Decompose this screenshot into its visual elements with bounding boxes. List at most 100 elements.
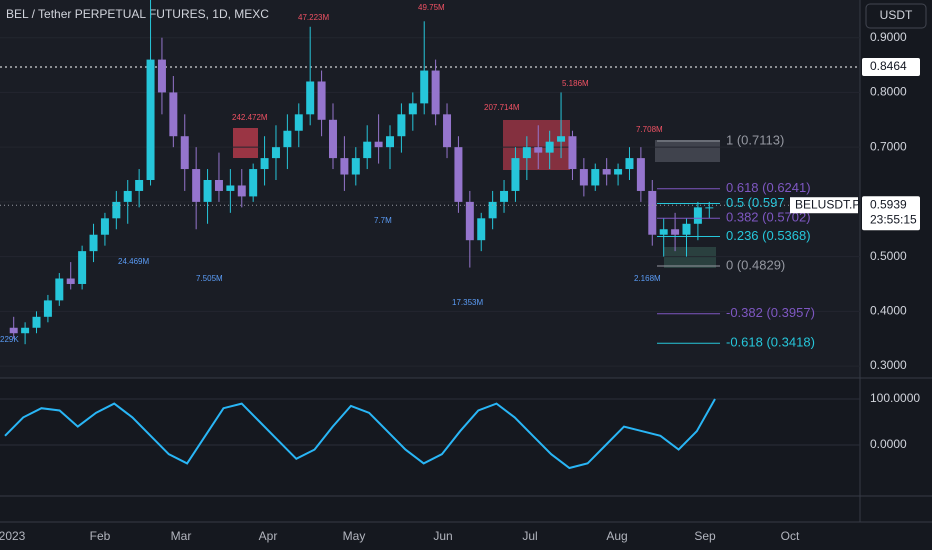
candle-body bbox=[21, 327, 30, 334]
candle-body bbox=[568, 136, 577, 170]
volume-annotation: 229K bbox=[0, 335, 19, 344]
candle-body bbox=[534, 147, 543, 153]
volume-annotation: 5.186M bbox=[562, 79, 589, 88]
candle-body bbox=[693, 207, 702, 224]
volume-annotation: 47.223M bbox=[298, 13, 329, 22]
x-tick-label: Oct bbox=[781, 529, 800, 543]
fib-label: -0.618 (0.3418) bbox=[726, 335, 815, 350]
volume-annotation: 17.353M bbox=[452, 298, 483, 307]
candle-body bbox=[408, 103, 417, 115]
candle-body bbox=[614, 169, 623, 175]
volume-annotation: 242.472M bbox=[232, 113, 268, 122]
candle-body bbox=[443, 114, 452, 148]
candle-body bbox=[294, 114, 303, 131]
candle-body bbox=[329, 119, 337, 159]
currency-button[interactable] bbox=[865, 3, 927, 29]
candle-body bbox=[465, 201, 474, 241]
candle-body bbox=[500, 190, 509, 202]
candle-body bbox=[283, 130, 292, 148]
fib-label: 1 (0.7113) bbox=[726, 132, 784, 147]
candle-body bbox=[157, 59, 166, 93]
volume-annotation: 7.708M bbox=[636, 125, 663, 134]
fib-label: 0.382 (0.5702) bbox=[726, 210, 811, 225]
x-tick-label: Jul bbox=[522, 529, 537, 543]
candle-body bbox=[659, 229, 668, 235]
y-tick-label: 100.0000 bbox=[870, 391, 920, 405]
candle-body bbox=[249, 169, 258, 197]
y-tick-label: 0.7000 bbox=[870, 139, 907, 153]
candle-body bbox=[214, 179, 223, 191]
candle-body bbox=[260, 158, 269, 170]
candle-body bbox=[146, 59, 155, 180]
symbol-badge bbox=[790, 197, 858, 214]
candle-body bbox=[78, 251, 87, 284]
volume-annotation: 207.714M bbox=[484, 103, 520, 112]
candle-body bbox=[363, 141, 372, 159]
candle-body bbox=[66, 278, 75, 284]
candle-body bbox=[306, 81, 315, 115]
candle-body bbox=[112, 201, 121, 219]
candle-body bbox=[579, 169, 588, 186]
candle-body bbox=[9, 327, 18, 334]
chart-title: BEL / Tether PERPETUAL FUTURES, 1D, MEXC bbox=[6, 7, 269, 21]
x-tick-label: May bbox=[343, 529, 366, 543]
y-tick-label: 0.3000 bbox=[870, 358, 907, 372]
candle-body bbox=[340, 158, 349, 175]
candle-body bbox=[135, 179, 144, 191]
candle-body bbox=[192, 169, 201, 202]
candle-body bbox=[511, 158, 520, 191]
candle-body bbox=[180, 136, 189, 170]
candle-body bbox=[477, 218, 486, 241]
volume-annotation: 49.75M bbox=[418, 3, 445, 12]
candle-body bbox=[32, 316, 41, 328]
candle-body bbox=[671, 229, 680, 235]
candle-body bbox=[682, 223, 691, 235]
x-tick-label: Feb bbox=[90, 529, 111, 543]
price-badge-label: 0.5939 bbox=[870, 197, 907, 211]
candle-body bbox=[454, 147, 463, 202]
countdown-label: 23:55:15 bbox=[870, 212, 917, 226]
fib-label: 0 (0.4829) bbox=[726, 257, 785, 272]
candle-body bbox=[351, 158, 360, 175]
oscillator-line bbox=[4, 398, 716, 470]
currency-label[interactable]: USDT bbox=[880, 8, 913, 22]
candle-body bbox=[169, 92, 178, 137]
y-tick-label: 0.5000 bbox=[870, 249, 907, 263]
candle-body bbox=[557, 136, 566, 142]
candle-body bbox=[636, 158, 645, 191]
volume-annotation: 24.469M bbox=[118, 257, 149, 266]
candle-body bbox=[43, 300, 52, 317]
candle-body bbox=[374, 141, 383, 148]
candle-body bbox=[648, 190, 657, 235]
candle-body bbox=[226, 185, 235, 191]
fib-label: 0.618 (0.6241) bbox=[726, 180, 811, 195]
x-tick-label: Sep bbox=[694, 529, 716, 543]
candle-body bbox=[591, 169, 600, 186]
x-tick-label: Jun bbox=[433, 529, 452, 543]
symbol-label: BELUSDT.P bbox=[795, 197, 860, 211]
x-tick-label: Apr bbox=[259, 529, 278, 543]
zone-box bbox=[664, 247, 716, 268]
price-badge bbox=[862, 196, 920, 231]
x-tick-label: Mar bbox=[171, 529, 192, 543]
fib-label: 0.236 (0.5368) bbox=[726, 228, 811, 243]
candle-body bbox=[55, 278, 64, 301]
volume-annotation: 7.505M bbox=[196, 274, 223, 283]
fib-label: -0.382 (0.3957) bbox=[726, 305, 815, 320]
y-tick-label: 0.9000 bbox=[870, 30, 907, 44]
price-badge-label: 0.8464 bbox=[870, 59, 907, 73]
candle-body bbox=[271, 147, 280, 159]
candle-body bbox=[705, 207, 714, 209]
volume-annotation: 7.7M bbox=[374, 216, 392, 225]
candle-body bbox=[317, 81, 326, 120]
candle-body bbox=[397, 114, 406, 137]
candle-body bbox=[625, 158, 634, 170]
x-tick-label: 2023 bbox=[0, 529, 26, 543]
candle-body bbox=[123, 190, 132, 202]
candle-body bbox=[203, 179, 212, 202]
y-tick-label: 0.8000 bbox=[870, 85, 907, 99]
price-badge bbox=[862, 58, 920, 77]
candle-body bbox=[100, 218, 109, 235]
candle-body bbox=[488, 201, 497, 219]
